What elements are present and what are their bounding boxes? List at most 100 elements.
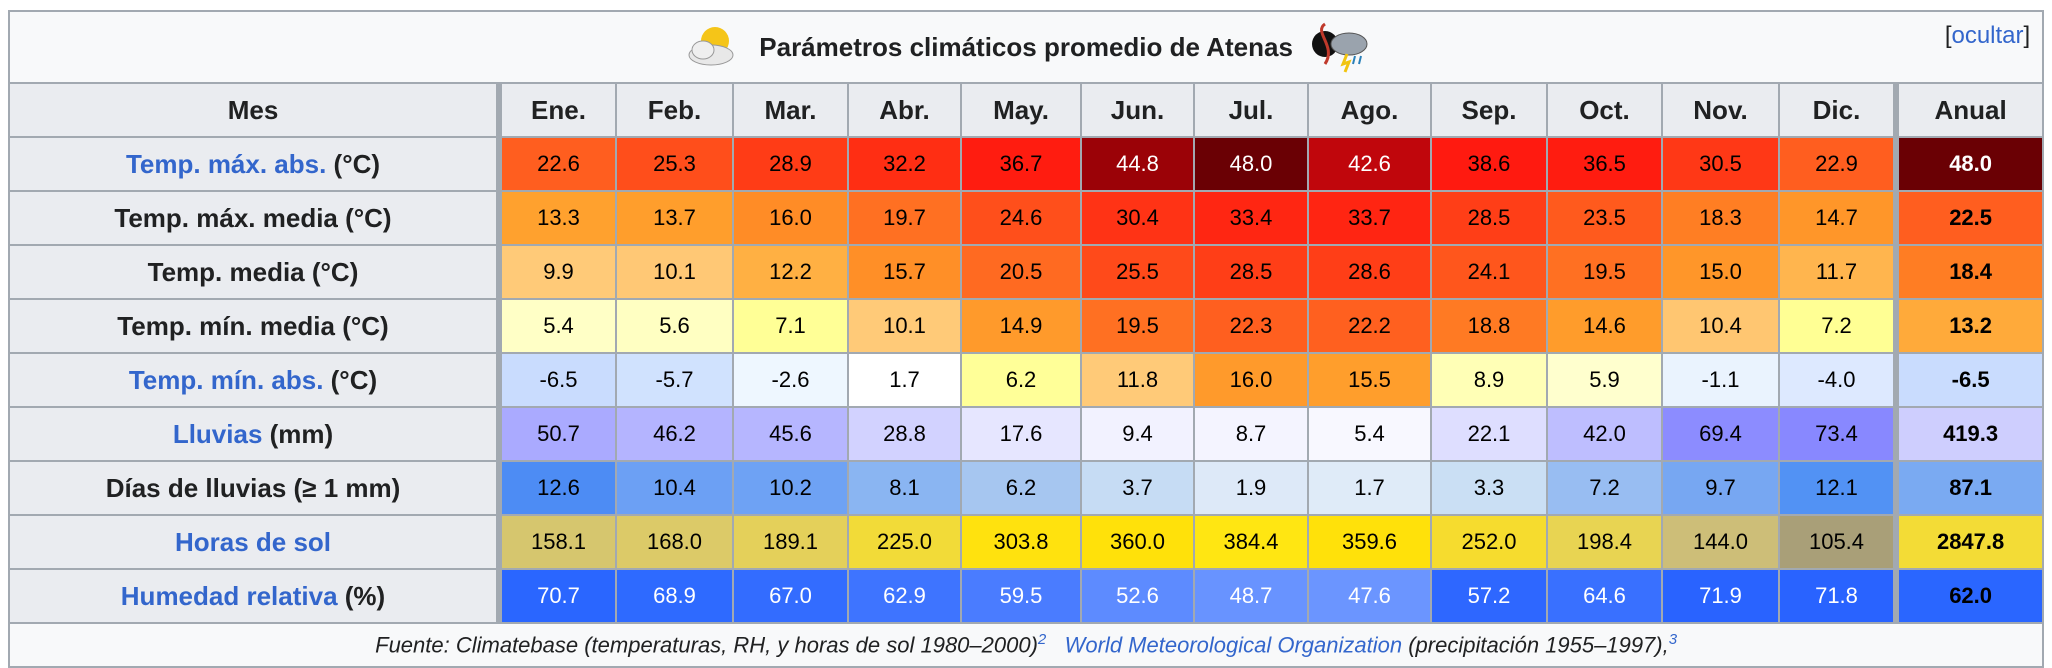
data-cell: -2.6 — [732, 352, 849, 408]
source-text-1: Fuente: Climatebase (temperaturas, RH, y… — [375, 632, 1038, 658]
data-cell: 10.2 — [732, 460, 849, 516]
data-cell: 360.0 — [1080, 514, 1195, 570]
row-header-label: (mm) — [262, 418, 334, 449]
ref-link-2[interactable]: 2 — [1037, 631, 1047, 649]
row-header: Temp. media (°C) — [8, 244, 500, 300]
table-caption: Parámetros climáticos promedio de Atenas… — [7, 10, 2045, 84]
data-cell: 7.2 — [1546, 460, 1663, 516]
row-header-link[interactable]: Humedad relativa — [120, 580, 338, 611]
source-row: Fuente: Climatebase (temperaturas, RH, y… — [7, 622, 2045, 668]
data-cell: 19.5 — [1546, 244, 1663, 300]
month-column-header: Mes — [8, 82, 500, 138]
annual-cell: 22.5 — [1892, 190, 2045, 246]
data-cell: 68.9 — [615, 568, 734, 624]
data-cell: 105.4 — [1778, 514, 1897, 570]
hide-link[interactable]: ocultar — [1951, 22, 2024, 49]
row-header-label: Temp. media (°C) — [147, 256, 359, 287]
storm-cloud-icon — [1311, 22, 1368, 73]
data-cell: 5.6 — [615, 298, 734, 354]
data-cell: 8.7 — [1193, 406, 1309, 462]
data-cell: 5.4 — [496, 298, 617, 354]
data-cell: 30.5 — [1661, 136, 1780, 192]
data-cell: 71.8 — [1778, 568, 1897, 624]
data-cell: 12.2 — [732, 244, 849, 300]
data-cell: 384.4 — [1193, 514, 1309, 570]
row-header: Horas de sol — [8, 514, 500, 570]
data-cell: 70.7 — [496, 568, 617, 624]
data-cell: 7.2 — [1778, 298, 1897, 354]
data-cell: 69.4 — [1661, 406, 1780, 462]
month-header: Ene. — [496, 82, 617, 138]
data-cell: 359.6 — [1307, 514, 1432, 570]
row-header: Días de lluvias (≥ 1 mm) — [8, 460, 500, 516]
data-cell: 1.7 — [847, 352, 962, 408]
data-cell: 73.4 — [1778, 406, 1897, 462]
data-cell: 12.6 — [496, 460, 617, 516]
data-cell: 14.7 — [1778, 190, 1897, 246]
data-cell: 62.9 — [847, 568, 962, 624]
ref-link-3[interactable]: 3 — [1668, 631, 1678, 649]
data-cell: -6.5 — [496, 352, 617, 408]
data-cell: 1.9 — [1193, 460, 1309, 516]
data-cell: 1.7 — [1307, 460, 1432, 516]
header-row: Mes Ene. Feb. Mar. Abr. May. Jun. Jul. Ago. Sep.… — [8, 82, 2045, 138]
data-cell: 28.9 — [732, 136, 849, 192]
data-cell: 46.2 — [615, 406, 734, 462]
data-cell: 10.1 — [847, 298, 962, 354]
row-header-label: Temp. máx. media (°C) — [114, 202, 392, 233]
annual-cell: -6.5 — [1892, 352, 2045, 408]
table-row: Días de lluvias (≥ 1 mm) 12.6 10.4 10.2 8.1 6… — [8, 460, 2045, 516]
data-cell: 24.6 — [960, 190, 1082, 246]
data-cell: 15.0 — [1661, 244, 1780, 300]
data-cell: 9.7 — [1661, 460, 1780, 516]
data-cell: 198.4 — [1546, 514, 1663, 570]
data-cell: 22.3 — [1193, 298, 1309, 354]
data-cell: 19.5 — [1080, 298, 1195, 354]
data-cell: 168.0 — [615, 514, 734, 570]
data-cell: 16.0 — [1193, 352, 1309, 408]
data-cell: 44.8 — [1080, 136, 1195, 192]
data-cell: 17.6 — [960, 406, 1082, 462]
data-cell: 71.9 — [1661, 568, 1780, 624]
row-header-link[interactable]: Temp. mín. abs. — [128, 364, 324, 395]
row-header: Lluvias (mm) — [8, 406, 500, 462]
data-cell: 3.7 — [1080, 460, 1195, 516]
data-cell: 25.5 — [1080, 244, 1195, 300]
row-header: Temp. mín. media (°C) — [8, 298, 500, 354]
table-row: Temp. mín. media (°C) 5.4 5.6 7.1 10.1 14.9 19… — [8, 298, 2045, 354]
data-cell: 11.7 — [1778, 244, 1897, 300]
data-cell: 22.2 — [1307, 298, 1432, 354]
row-header-link[interactable]: Lluvias — [172, 418, 263, 449]
data-cell: 48.0 — [1193, 136, 1309, 192]
data-cell: 42.6 — [1307, 136, 1432, 192]
wmo-link[interactable]: World Meteorological Organization — [1064, 632, 1403, 658]
data-cell: 22.1 — [1430, 406, 1548, 462]
row-header: Humedad relativa (%) — [8, 568, 500, 624]
row-header-link[interactable]: Horas de sol — [174, 526, 332, 557]
data-cell: 158.1 — [496, 514, 617, 570]
data-cell: 19.7 — [847, 190, 962, 246]
data-cell: 6.2 — [960, 352, 1082, 408]
data-cell: 25.3 — [615, 136, 734, 192]
data-cell: 23.5 — [1546, 190, 1663, 246]
row-header-link[interactable]: Temp. máx. abs. — [125, 148, 327, 179]
month-header: Jul. — [1193, 82, 1309, 138]
data-cell: 28.5 — [1193, 244, 1309, 300]
data-cell: 11.8 — [1080, 352, 1195, 408]
data-cell: -4.0 — [1778, 352, 1897, 408]
climate-table: Parámetros climáticos promedio de Atenas… — [7, 10, 2045, 668]
data-cell: 5.9 — [1546, 352, 1663, 408]
data-cell: 45.6 — [732, 406, 849, 462]
data-cell: 5.4 — [1307, 406, 1432, 462]
data-cell: 3.3 — [1430, 460, 1548, 516]
collapse-toggle[interactable]: [ocultar] — [1944, 22, 2031, 49]
month-header: Dic. — [1778, 82, 1897, 138]
data-cell: 67.0 — [732, 568, 849, 624]
source-text-2: (precipitación 1955–1997), — [1402, 632, 1669, 658]
row-header-label: Temp. mín. media (°C) — [117, 310, 389, 341]
data-cell: -1.1 — [1661, 352, 1780, 408]
row-header-label: (°C) — [323, 364, 378, 395]
month-header: Ago. — [1307, 82, 1432, 138]
data-cell: 28.8 — [847, 406, 962, 462]
row-header-label: (°C) — [326, 148, 381, 179]
